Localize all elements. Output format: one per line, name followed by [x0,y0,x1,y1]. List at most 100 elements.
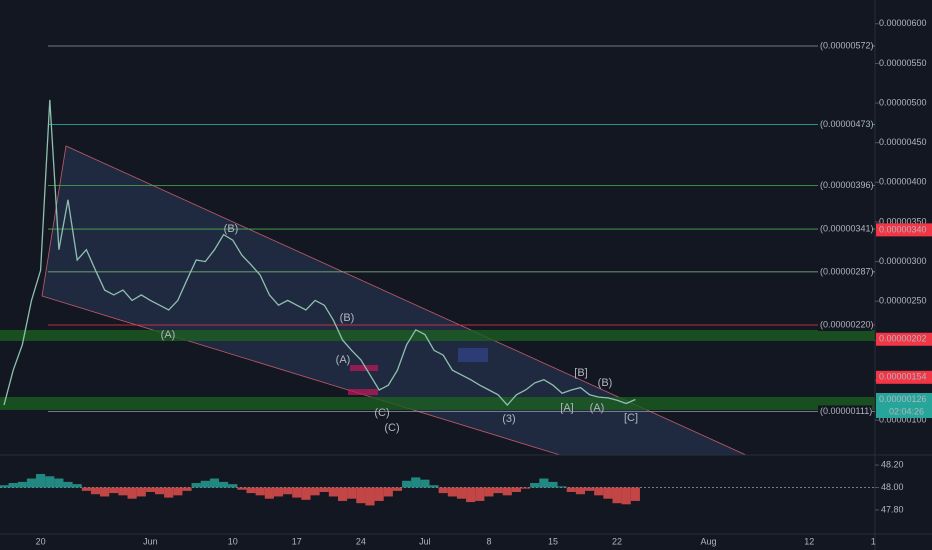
oscillator-bar [493,487,503,494]
oscillator-bar [392,487,403,491]
zone-marker [350,365,378,371]
countdown: 02:04:26 [889,406,924,416]
fib-label-bg [818,405,872,418]
oscillator-bar [420,479,430,488]
zone-marker [348,389,378,395]
oscillator-bar [36,474,46,488]
fib-label-bg [818,265,872,278]
x-tick-label: Aug [701,536,717,546]
x-tick-label: 8 [486,536,491,546]
y-tick-label: 0.00000550 [879,58,927,68]
oscillator-bar [72,484,82,488]
oscillator-bar [447,487,457,497]
fib-label: (0.00000341) [820,223,874,233]
oscillator-bar [228,484,238,488]
oscillator-bar [292,487,302,498]
fib-label: (0.00000572) [820,40,874,50]
oscillator-bar [17,481,27,488]
oscillator-bar [402,480,412,488]
x-tick-label: 1 [871,536,876,546]
oscillator-bar [100,487,110,497]
oscillator-bar [484,487,494,497]
fib-label: (0.00000111) [820,406,872,416]
oscillator-bar [630,487,640,501]
oscillator-bar [301,487,311,500]
price-badge [876,370,932,384]
price-badge [876,223,932,237]
y-tick-label: 47.80 [881,504,904,514]
fib-label-bg [818,118,872,131]
oscillator-bar [319,487,329,492]
x-tick-label: Jul [419,536,431,546]
oscillator-bar [90,487,101,495]
y-tick-label: 0.00000100 [879,414,927,424]
wave-label: (A) [336,354,351,366]
oscillator-bar [530,483,540,488]
oscillator-bar [328,487,338,497]
oscillator-bar [539,478,549,488]
oscillator-bar [264,487,274,499]
wave-label: (B) [224,223,239,235]
fib-label: (0.00000220) [820,319,874,329]
x-tick-label: 15 [548,536,558,546]
oscillator-bar [456,487,467,499]
x-tick-label: 10 [228,536,238,546]
y-tick-label: 48.20 [881,459,904,469]
oscillator-bar [612,487,622,504]
oscillator-bar [173,487,183,496]
x-tick-label: 17 [292,536,302,546]
fib-label: (0.00000396) [820,180,874,190]
oscillator-bar [255,487,265,496]
oscillator-bar [136,487,146,497]
oscillator-bar [283,487,293,495]
x-tick-label: Jun [143,536,158,546]
oscillator-bar [621,487,631,505]
zone-marker [458,348,488,362]
countdown-bg [876,406,932,419]
oscillator-bar [374,487,384,501]
wave-label: (C) [384,422,399,434]
y-tick-label: 0.00000400 [879,177,927,187]
support-zone [0,330,875,341]
fib-label: (0.00000473) [820,119,874,129]
oscillator-bar [54,478,64,488]
support-zone [0,397,875,410]
wave-label: (A) [161,329,176,341]
oscillator-bar [118,487,128,496]
oscillator-bar [594,487,604,496]
oscillator-bar [0,485,9,488]
oscillator-bar [511,487,521,492]
price-badge [876,393,932,407]
oscillator-bar [219,481,229,488]
oscillator-bar [475,487,485,501]
oscillator-bar [45,476,55,488]
price-badge-label: 0.00000340 [879,224,927,234]
fib-label-bg [818,39,872,52]
price-badge-label: 0.00000154 [879,372,927,382]
price-badge-label: 0.00000202 [879,334,927,344]
price-badge-label: 0.00000126 [879,394,927,404]
oscillator-bar [154,487,165,495]
oscillator-bar [127,487,137,499]
y-tick-label: 0.00000350 [879,216,927,226]
wave-label: [B] [574,367,587,379]
oscillator-bar [200,480,210,488]
oscillator-bar [566,487,576,492]
wave-label: (A) [590,402,605,414]
oscillator-bar [575,487,586,495]
oscillator-bar [63,481,73,488]
x-tick-label: 12 [804,536,814,546]
oscillator-bar [209,478,220,488]
oscillator-bar [411,477,421,488]
fib-label-bg [818,179,872,192]
oscillator-bar [273,487,284,497]
y-tick-label: 0.00000500 [879,97,927,107]
oscillator-bar [310,487,320,496]
oscillator-bar [191,483,201,488]
wave-label: [C] [624,412,638,424]
oscillator-bar [383,487,393,497]
oscillator-bar [557,486,567,488]
wave-label: (3) [502,413,515,425]
oscillator-bar [182,487,192,491]
